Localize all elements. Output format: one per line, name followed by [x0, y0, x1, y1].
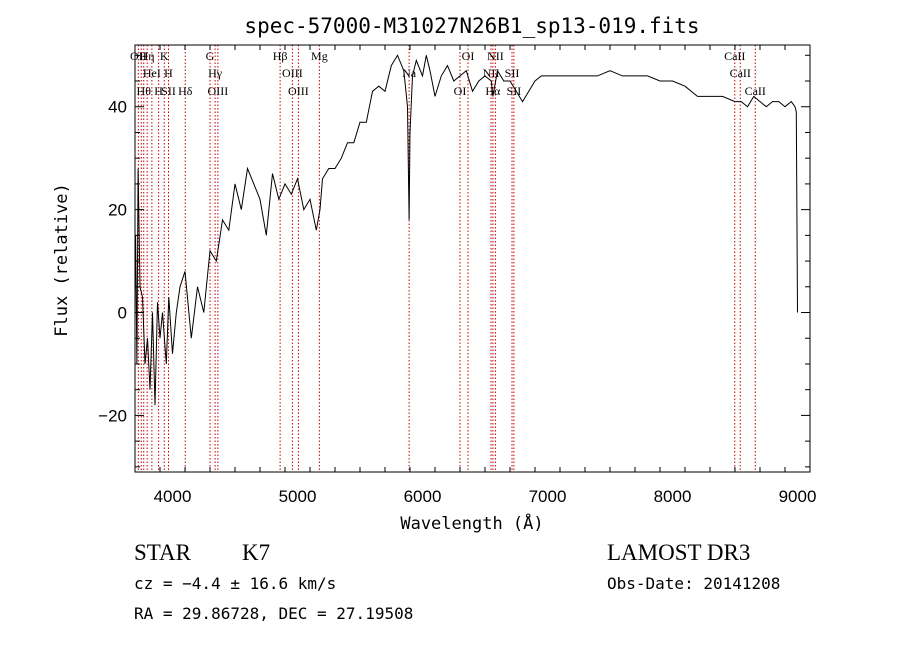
line-label: Hγ: [208, 66, 223, 80]
line-label: Hδ: [178, 84, 193, 98]
survey-name: LAMOST DR3: [607, 540, 751, 565]
line-label: Mg: [311, 49, 328, 63]
x-tick-label: 5000: [279, 487, 317, 506]
chart-title: spec-57000-M31027N26B1_sp13-019.fits: [244, 14, 699, 38]
plot-frame: [134, 44, 811, 473]
line-label: OII: [130, 49, 147, 63]
object-subclass: K7: [242, 540, 271, 565]
x-tick-label: 8000: [654, 487, 692, 506]
y-tick-label: −20: [98, 406, 127, 425]
line-label: SII: [505, 66, 520, 80]
spectral-line-markers: [137, 45, 756, 472]
x-axis-label: Wavelength (Å): [400, 512, 543, 534]
line-label: SII: [507, 84, 522, 98]
x-tick-label: 6000: [404, 487, 442, 506]
line-label: G: [206, 49, 215, 63]
line-label: H: [164, 66, 173, 80]
spectrum-series-line: [135, 54, 798, 406]
line-label: H: [154, 84, 163, 98]
line-label: OIII: [208, 84, 229, 98]
line-label: K: [160, 49, 169, 63]
line-label: Hη: [140, 49, 155, 63]
x-tick-label: 9000: [779, 487, 817, 506]
line-label: OI: [462, 49, 475, 63]
line-label: HeI: [143, 66, 161, 80]
object-class: STAR: [134, 540, 191, 565]
line-label: NII: [483, 66, 500, 80]
line-label: CaII: [730, 66, 751, 80]
y-tick-label: 40: [108, 98, 127, 117]
x-tick-label: 4000: [154, 487, 192, 506]
line-label: OIII: [282, 66, 303, 80]
y-tick-label: 20: [108, 201, 127, 220]
line-label: Hα: [485, 84, 501, 98]
coordinates-text: RA = 29.86728, DEC = 27.19508: [134, 604, 414, 623]
line-label: OI: [454, 84, 467, 98]
line-label: Hθ: [137, 84, 152, 98]
obs-date-text: Obs-Date: 20141208: [607, 574, 781, 593]
line-label: CaII: [724, 49, 745, 63]
line-label: Na: [402, 66, 417, 80]
y-axis: −20 0 20 40: [98, 54, 810, 468]
redshift-text: cz = −4.4 ± 16.6 km/s: [134, 574, 337, 593]
y-axis-label: Flux (relative): [52, 183, 72, 337]
line-label: NII: [487, 49, 504, 63]
line-label: CaII: [745, 84, 766, 98]
line-label: Hβ: [273, 49, 288, 63]
y-tick-label: 0: [118, 304, 127, 323]
line-label: OIII: [288, 84, 309, 98]
line-label: SII: [161, 84, 176, 98]
x-tick-label: 7000: [529, 487, 567, 506]
x-axis: 4000 5000 6000 7000 8000 9000: [134, 45, 817, 506]
